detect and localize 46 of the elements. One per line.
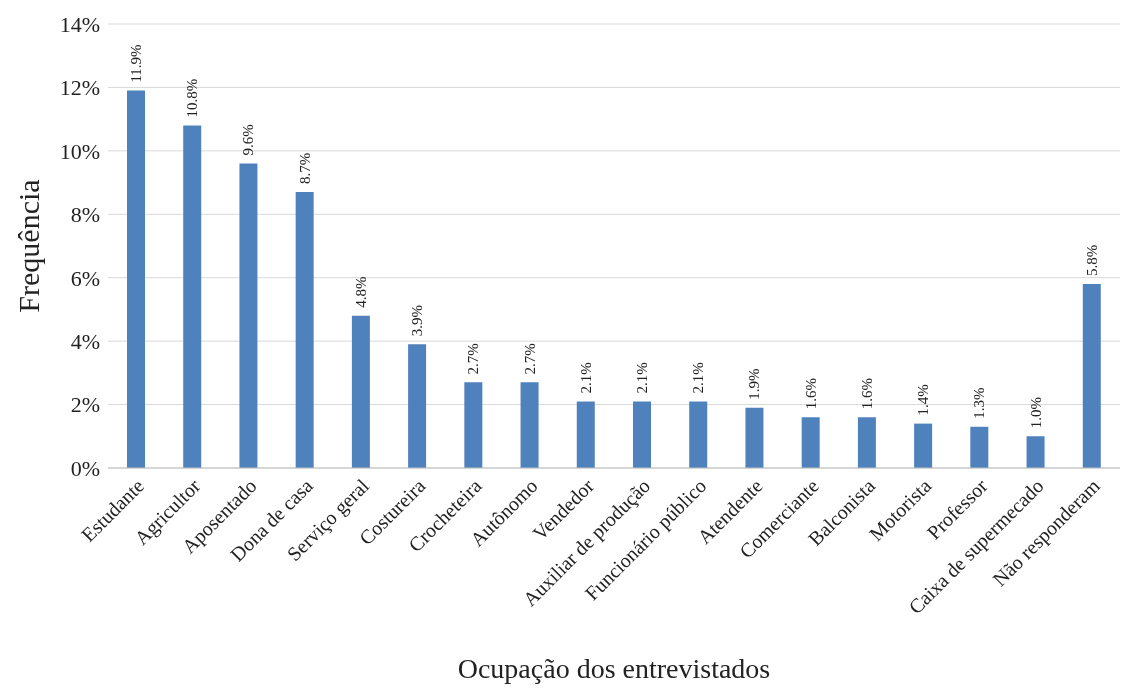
data-label: 1.6% <box>802 378 819 410</box>
y-tick-label: 0% <box>70 455 100 481</box>
bar <box>970 426 989 468</box>
bar <box>633 401 651 468</box>
y-tick-label: 6% <box>70 265 100 291</box>
data-label: 2.1% <box>690 362 707 394</box>
bar <box>857 417 876 468</box>
bar <box>576 401 595 468</box>
data-label: 5.8% <box>1083 244 1100 277</box>
bar <box>408 344 427 468</box>
bar <box>801 417 820 468</box>
data-label: 1.3% <box>971 387 988 419</box>
y-tick-label: 14% <box>59 11 100 37</box>
data-label: 2.1% <box>577 362 594 394</box>
bar <box>520 382 539 468</box>
data-label: 1.6% <box>858 378 875 410</box>
data-label: 2.7% <box>521 343 538 375</box>
bar <box>464 382 483 468</box>
data-label: 1.0% <box>1027 397 1044 429</box>
y-tick-label: 8% <box>70 202 100 228</box>
data-label: 11.9% <box>128 44 144 83</box>
y-axis-title: Frequência <box>11 179 45 313</box>
bar <box>689 401 708 468</box>
y-tick-label: 4% <box>70 328 100 354</box>
bar <box>1082 284 1101 468</box>
data-label: 1.4% <box>915 384 932 416</box>
bar <box>127 90 145 468</box>
bar <box>351 315 370 468</box>
data-label: 4.8% <box>352 276 369 308</box>
data-label: 3.9% <box>409 305 426 337</box>
y-tick-label: 12% <box>59 75 100 101</box>
bar <box>183 125 202 468</box>
bar <box>914 423 933 468</box>
bar <box>239 163 258 468</box>
bar <box>745 407 764 468</box>
data-label: 2.1% <box>634 362 650 394</box>
data-label: 9.6% <box>240 124 257 156</box>
bar <box>1026 436 1045 468</box>
data-label: 2.7% <box>465 343 482 375</box>
x-axis-title: Ocupação dos entrevistados <box>457 653 771 684</box>
data-label: 10.8% <box>184 78 201 118</box>
data-label: 1.9% <box>746 368 763 400</box>
bar <box>295 192 314 468</box>
data-label: 8.7% <box>296 152 313 185</box>
y-tick-label: 10% <box>59 138 100 164</box>
y-tick-label: 2% <box>70 392 100 418</box>
